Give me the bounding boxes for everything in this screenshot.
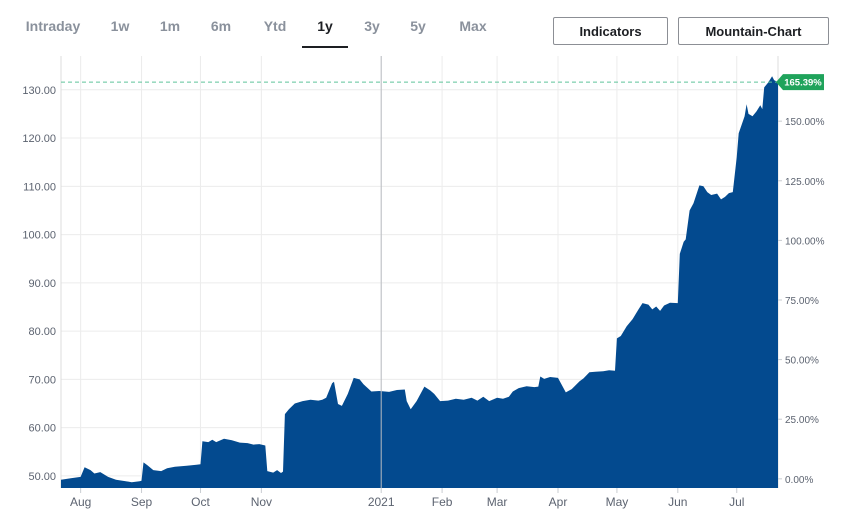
x-tick-label: 2021 — [368, 495, 395, 509]
y-axis-right: 0.00% 25.00% 50.00% 75.00% 100.00% 125.00% 150… — [778, 117, 825, 486]
tab-1w[interactable]: 1w — [110, 18, 130, 34]
x-tick-label: Feb — [432, 495, 453, 509]
x-tick-label: Mar — [487, 495, 508, 509]
tab-ytd[interactable]: Ytd — [263, 18, 287, 34]
tab-5y[interactable]: 5y — [410, 18, 426, 34]
x-tick-label: May — [606, 495, 629, 509]
y2-tick-label: 125.00% — [785, 177, 825, 188]
change-badge-shape — [776, 74, 824, 91]
y-tick-label: 110.00 — [23, 181, 56, 193]
y2-tick-label: 150.00% — [785, 117, 825, 128]
x-tick-label: Aug — [70, 495, 91, 509]
y-tick-label: 120.00 — [22, 133, 56, 145]
y-tick-label: 50.00 — [28, 471, 56, 483]
price-area — [61, 76, 778, 489]
price-chart: 50.00 60.00 70.00 80.00 90.00 100.00 110.00 120… — [22, 56, 825, 509]
x-tick-label: Jul — [729, 495, 744, 509]
y-tick-label: 80.00 — [28, 326, 56, 338]
indicators-button[interactable]: Indicators — [553, 17, 668, 45]
y-tick-label: 90.00 — [28, 278, 56, 290]
tab-3y[interactable]: 3y — [364, 18, 380, 34]
tab-6m[interactable]: 6m — [210, 18, 232, 34]
y2-tick-label: 100.00% — [785, 236, 825, 247]
y-tick-label: 70.00 — [28, 374, 56, 386]
x-axis: Aug Sep Oct Nov 2021 Feb Mar Apr May Jun Jul — [70, 488, 744, 509]
x-tick-label: Nov — [251, 495, 272, 509]
y2-tick-label: 75.00% — [785, 296, 819, 307]
range-tabs: Intraday 1w 1m 6m Ytd 1y 3y 5y Max — [0, 0, 540, 48]
change-badge-label: 165.39% — [784, 78, 822, 89]
x-tick-label: Jun — [668, 495, 687, 509]
y-tick-label: 100.00 — [22, 230, 56, 242]
mountain-chart-button[interactable]: Mountain-Chart — [678, 17, 829, 45]
x-tick-label: Oct — [191, 495, 210, 509]
tab-1m[interactable]: 1m — [159, 18, 181, 34]
change-badge: 165.39% — [776, 74, 824, 91]
y-tick-label: 60.00 — [28, 423, 56, 435]
y2-tick-label: 25.00% — [785, 415, 819, 426]
x-tick-label: Apr — [549, 495, 568, 509]
y2-tick-label: 50.00% — [785, 356, 819, 367]
tab-intraday[interactable]: Intraday — [25, 18, 81, 34]
tab-max[interactable]: Max — [459, 18, 487, 34]
y-axis-left: 50.00 60.00 70.00 80.00 90.00 100.00 110.00 120… — [22, 85, 56, 483]
y-tick-label: 130.00 — [22, 85, 56, 97]
y2-tick-label: 0.00% — [785, 475, 813, 486]
x-tick-label: Sep — [131, 495, 153, 509]
tab-1y[interactable]: 1y — [302, 0, 348, 48]
